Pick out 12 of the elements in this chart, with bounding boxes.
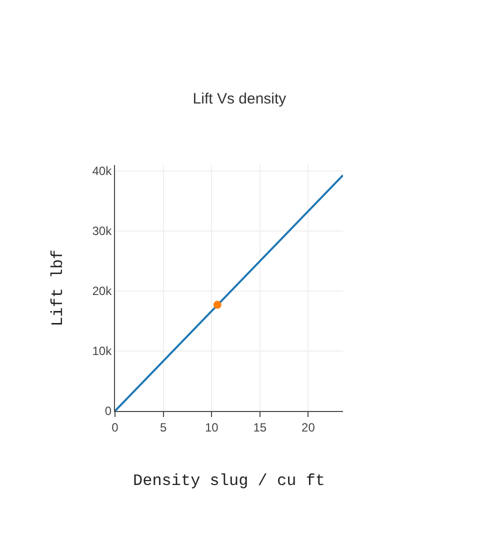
y-tick-label: 40k <box>92 164 113 178</box>
x-tick-label: 5 <box>160 420 167 434</box>
y-tick-label: 10k <box>92 344 113 358</box>
y-tick-label: 0 <box>104 404 112 418</box>
y-tick-label: 30k <box>92 224 113 238</box>
y-axis-title: Lift lbf <box>49 250 68 326</box>
chart-title: Lift Vs density <box>192 90 287 108</box>
y-tick-label: 20k <box>92 284 113 298</box>
x-tick-label: 20 <box>302 420 316 434</box>
x-tick-label: 15 <box>253 420 267 434</box>
x-axis-title: Density slug / cu ft <box>132 472 326 490</box>
x-tick-label: 10 <box>204 420 219 434</box>
